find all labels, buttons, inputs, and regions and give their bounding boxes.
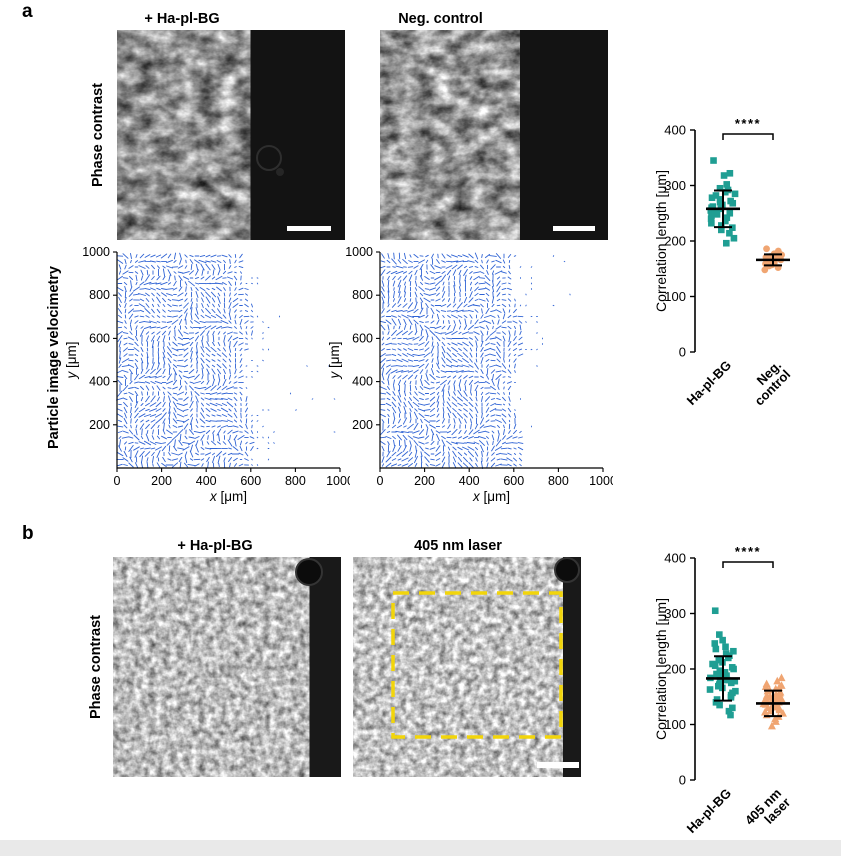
data-points-0	[707, 157, 739, 247]
cell-monolayer-texture	[353, 557, 553, 777]
mean-error-bars-0	[706, 189, 740, 229]
footer-strip	[0, 840, 841, 856]
piv-plot-area	[117, 252, 340, 468]
laser-roi-box	[391, 591, 563, 739]
cell-monolayer-texture	[117, 30, 244, 240]
y-tick-label: 800	[352, 288, 373, 302]
x-tick-label: 800	[285, 474, 306, 488]
group-label-1: Neg.control	[742, 358, 793, 409]
x-tick-label: 800	[548, 474, 569, 488]
group-label-1: 405 nmlaser	[742, 786, 793, 837]
significance-bracket	[722, 561, 774, 568]
phase-contrast-image-ha-pl-bg-a	[117, 30, 345, 240]
column-title-b2: 405 nm laser	[414, 538, 502, 554]
y-axis-label: Correlation length [μm]	[653, 598, 669, 740]
mean-error-bars-1	[756, 689, 790, 718]
y-tick-label: 400	[89, 375, 110, 389]
y-tick-label: 200	[89, 418, 110, 432]
scatter-plot-correlation-length-a: 0 100 200 300 400 Correlation length [μm] Ha-p…	[653, 116, 793, 409]
x-axis-label: x [μm]	[472, 489, 510, 504]
y-tick-label: 400	[664, 551, 686, 566]
x-tick-label: 600	[240, 474, 261, 488]
y-tick-label: 1000	[345, 246, 373, 259]
x-tick-label: 400	[459, 474, 480, 488]
x-tick-label: 1000	[589, 474, 613, 488]
y-tick-label: 200	[352, 418, 373, 432]
y-tick-label: 100	[664, 289, 686, 304]
phase-contrast-image-405nm-laser	[353, 557, 581, 777]
x-tick-label: 600	[503, 474, 524, 488]
cell-monolayer-texture	[113, 557, 300, 777]
panel-b-label: b	[22, 523, 34, 544]
scale-bar	[287, 226, 331, 231]
y-axis-label: y [μm]	[64, 341, 79, 379]
y-axis-label: y [μm]	[327, 341, 342, 379]
y-tick-label: 300	[664, 178, 686, 193]
y-tick-label: 200	[664, 234, 686, 249]
scale-bar	[553, 226, 595, 231]
x-tick-label: 1000	[326, 474, 350, 488]
column-title-a2: Neg. control	[398, 11, 483, 27]
x-axis-label: x [μm]	[209, 489, 247, 504]
velocity-vectors	[116, 252, 336, 469]
y-tick-label: 600	[352, 331, 373, 345]
significance-stars: ****	[735, 544, 761, 559]
piv-plot-ha-pl-bg: 0 200 400 600 800 1000 200 400 600 800 1000 x [μm] y…	[64, 246, 350, 504]
significance-bracket	[722, 133, 774, 140]
bubble-artifact	[295, 558, 323, 586]
y-tick-label: 200	[664, 662, 686, 677]
x-tick-label: 0	[114, 474, 121, 488]
x-tick-label: 200	[414, 474, 435, 488]
phase-contrast-image-ha-pl-bg-b	[113, 557, 341, 777]
row-label-phase-contrast-b: Phase contrast	[88, 615, 104, 719]
scale-bar	[537, 762, 579, 768]
bubble-artifact	[554, 557, 580, 583]
x-tick-label: 400	[196, 474, 217, 488]
y-tick-label: 1000	[82, 246, 110, 259]
column-title-a1: + Ha-pl-BG	[144, 11, 220, 27]
scatter-plot-correlation-length-b: 0 100 200 300 400 Correlation length [μm] Ha-p…	[653, 544, 793, 837]
velocity-vectors	[379, 252, 571, 470]
group-label-0: Ha-pl-BG	[684, 786, 734, 836]
x-tick-label: 200	[151, 474, 172, 488]
y-tick-label: 0	[679, 345, 686, 360]
y-tick-label: 400	[352, 375, 373, 389]
y-axis-label: Correlation length [μm]	[653, 170, 669, 312]
cell-monolayer-texture	[380, 30, 513, 240]
mean-error-bars-1	[756, 253, 790, 267]
mean-error-bars-0	[706, 655, 740, 702]
group-label-0: Ha-pl-BG	[684, 358, 734, 408]
y-tick-label: 100	[664, 717, 686, 732]
row-label-phase-contrast-a: Phase contrast	[90, 83, 106, 187]
y-tick-label: 0	[679, 773, 686, 788]
debris-dot	[276, 168, 284, 176]
debris-ring	[256, 145, 282, 171]
y-tick-label: 300	[664, 606, 686, 621]
phase-contrast-image-neg-control	[380, 30, 608, 240]
x-tick-label: 0	[377, 474, 384, 488]
piv-plot-neg-control: 0 200 400 600 800 1000 200 400 600 800 1000 x [μm] y…	[327, 246, 613, 504]
significance-stars: ****	[735, 116, 761, 131]
column-title-b1: + Ha-pl-BG	[177, 538, 253, 554]
y-tick-label: 800	[89, 288, 110, 302]
y-tick-label: 400	[664, 123, 686, 138]
y-tick-label: 600	[89, 331, 110, 345]
panel-a-label: a	[22, 1, 33, 22]
